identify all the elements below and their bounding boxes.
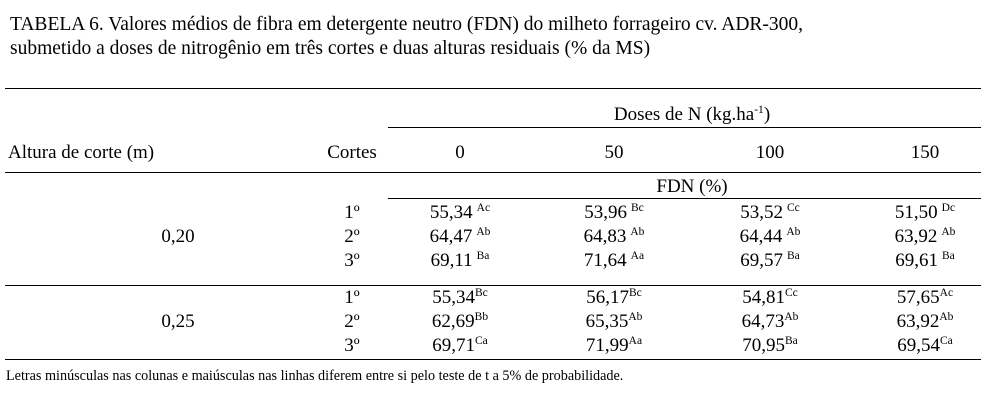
fdn-cell: 71,99Aa — [586, 335, 642, 357]
significance-letters: Ba — [476, 250, 490, 262]
significance-letters: Ab — [630, 226, 645, 238]
significance-letters: Bc — [630, 202, 644, 214]
top-rule — [5, 88, 981, 89]
fdn-cell: 65,35Ab — [586, 311, 643, 333]
fdn-value: 69,54 — [897, 335, 940, 356]
fdn-value: 71,64 — [583, 250, 627, 271]
fdn-cell: 63,92Ab — [897, 311, 954, 333]
fdn-value: 62,69 — [431, 311, 475, 332]
fdn-value: 54,81 — [742, 287, 785, 308]
corte-label: 2º — [344, 226, 360, 247]
corte-label: 2º — [344, 311, 360, 332]
significance-letters: Ab — [941, 226, 956, 238]
significance-letters: Dc — [941, 202, 956, 214]
significance-letters: Ca — [474, 335, 488, 347]
significance-letters: Ba — [786, 250, 800, 262]
significance-letters: Ca — [939, 335, 953, 347]
altura-value: 0,20 — [161, 226, 195, 247]
fdn-value: 64,73 — [741, 311, 785, 332]
significance-letters: Aa — [630, 250, 645, 262]
fdn-value: 69,61 — [895, 250, 938, 271]
significance-letters: Ab — [784, 311, 799, 323]
fdn-value: 51,50 — [894, 202, 938, 223]
fdn-cell: 64,44 Ab — [740, 226, 801, 248]
fdn-value: 53,96 — [584, 202, 627, 223]
fdn-cell: 69,11 Ba — [431, 250, 490, 272]
dose-header: 150 — [910, 142, 940, 163]
fdn-value: 57,65 — [896, 287, 940, 308]
corte-label: 1º — [344, 287, 360, 308]
fdn-header: FDN (%) — [656, 176, 728, 197]
fdn-value: 53,52 — [740, 202, 783, 223]
fdn-value: 69,71 — [432, 335, 475, 356]
fdn-cell: 51,50 Dc — [895, 202, 955, 224]
dose-header: 100 — [755, 142, 785, 163]
significance-letters: Ab — [476, 226, 491, 238]
significance-letters: Ab — [939, 311, 954, 323]
fdn-cell: 71,64 Aa — [584, 250, 644, 272]
significance-letters: Aa — [628, 335, 643, 347]
significance-letters: Ac — [476, 202, 491, 214]
cortes-header: Cortes — [327, 142, 377, 163]
fdn-value: 71,99 — [585, 335, 629, 356]
fdn-cell: 56,17Bc — [586, 287, 642, 309]
fdn-value: 63,92 — [894, 226, 938, 247]
altura-header: Altura de corte (m) — [8, 142, 155, 163]
fdn-cell: 64,83 Ab — [584, 226, 645, 248]
dose-header: 0 — [455, 142, 465, 163]
fdn-rule — [388, 198, 981, 199]
fdn-cell: 64,73Ab — [742, 311, 799, 333]
altura-value: 0,25 — [161, 311, 195, 332]
table-title-line2: submetido a doses de nitrogênio em três … — [10, 38, 651, 59]
footnote: Letras minúsculas nas colunas e maiúscul… — [6, 368, 624, 384]
significance-letters: Cc — [786, 202, 800, 214]
fdn-cell: 55,34Bc — [432, 287, 488, 309]
fdn-cell: 69,71Ca — [432, 335, 488, 357]
fdn-cell: 69,61 Ba — [895, 250, 955, 272]
fdn-value: 69,57 — [740, 250, 783, 271]
fdn-value: 55,34 — [429, 202, 473, 223]
significance-letters: Bb — [474, 311, 489, 323]
header-rule — [5, 172, 981, 173]
corte-label: 3º — [344, 335, 360, 356]
fdn-cell: 53,96 Bc — [584, 202, 644, 224]
significance-letters: Cc — [784, 287, 798, 299]
fdn-value: 64,44 — [739, 226, 783, 247]
fdn-value: 70,95 — [742, 335, 785, 356]
corte-label: 3º — [344, 250, 360, 271]
significance-letters: Ab — [628, 311, 643, 323]
corte-label: 1º — [344, 202, 360, 223]
significance-letters: Ba — [784, 335, 798, 347]
significance-letters: Ab — [786, 226, 801, 238]
fdn-value: 56,17 — [586, 287, 629, 308]
fdn-cell: 57,65Ac — [897, 287, 953, 309]
fdn-value: 63,92 — [896, 311, 940, 332]
fdn-cell: 54,81Cc — [742, 287, 798, 309]
significance-letters: Bc — [474, 287, 488, 299]
fdn-cell: 64,47 Ab — [430, 226, 491, 248]
fdn-value: 55,34 — [432, 287, 475, 308]
significance-letters: Ba — [941, 250, 955, 262]
significance-letters: Ac — [939, 287, 954, 299]
fdn-cell: 69,57 Ba — [740, 250, 800, 272]
fdn-cell: 55,34 Ac — [430, 202, 490, 224]
fdn-cell: 70,95Ba — [742, 335, 798, 357]
bottom-rule — [5, 359, 981, 360]
significance-letters: Bc — [628, 287, 642, 299]
doses-header: Doses de N (kg.ha-1) — [613, 104, 771, 125]
dose-header: 50 — [604, 142, 624, 163]
group-rule — [5, 285, 981, 286]
table-title-line1: TABELA 6. Valores médios de fibra em det… — [10, 14, 804, 35]
fdn-value: 64,83 — [583, 226, 627, 247]
fdn-value: 69,11 — [430, 250, 473, 271]
fdn-value: 65,35 — [585, 311, 629, 332]
doses-rule — [388, 127, 981, 128]
fdn-value: 64,47 — [429, 226, 473, 247]
fdn-cell: 53,52 Cc — [740, 202, 800, 224]
fdn-cell: 62,69Bb — [432, 311, 488, 333]
fdn-cell: 69,54Ca — [897, 335, 953, 357]
